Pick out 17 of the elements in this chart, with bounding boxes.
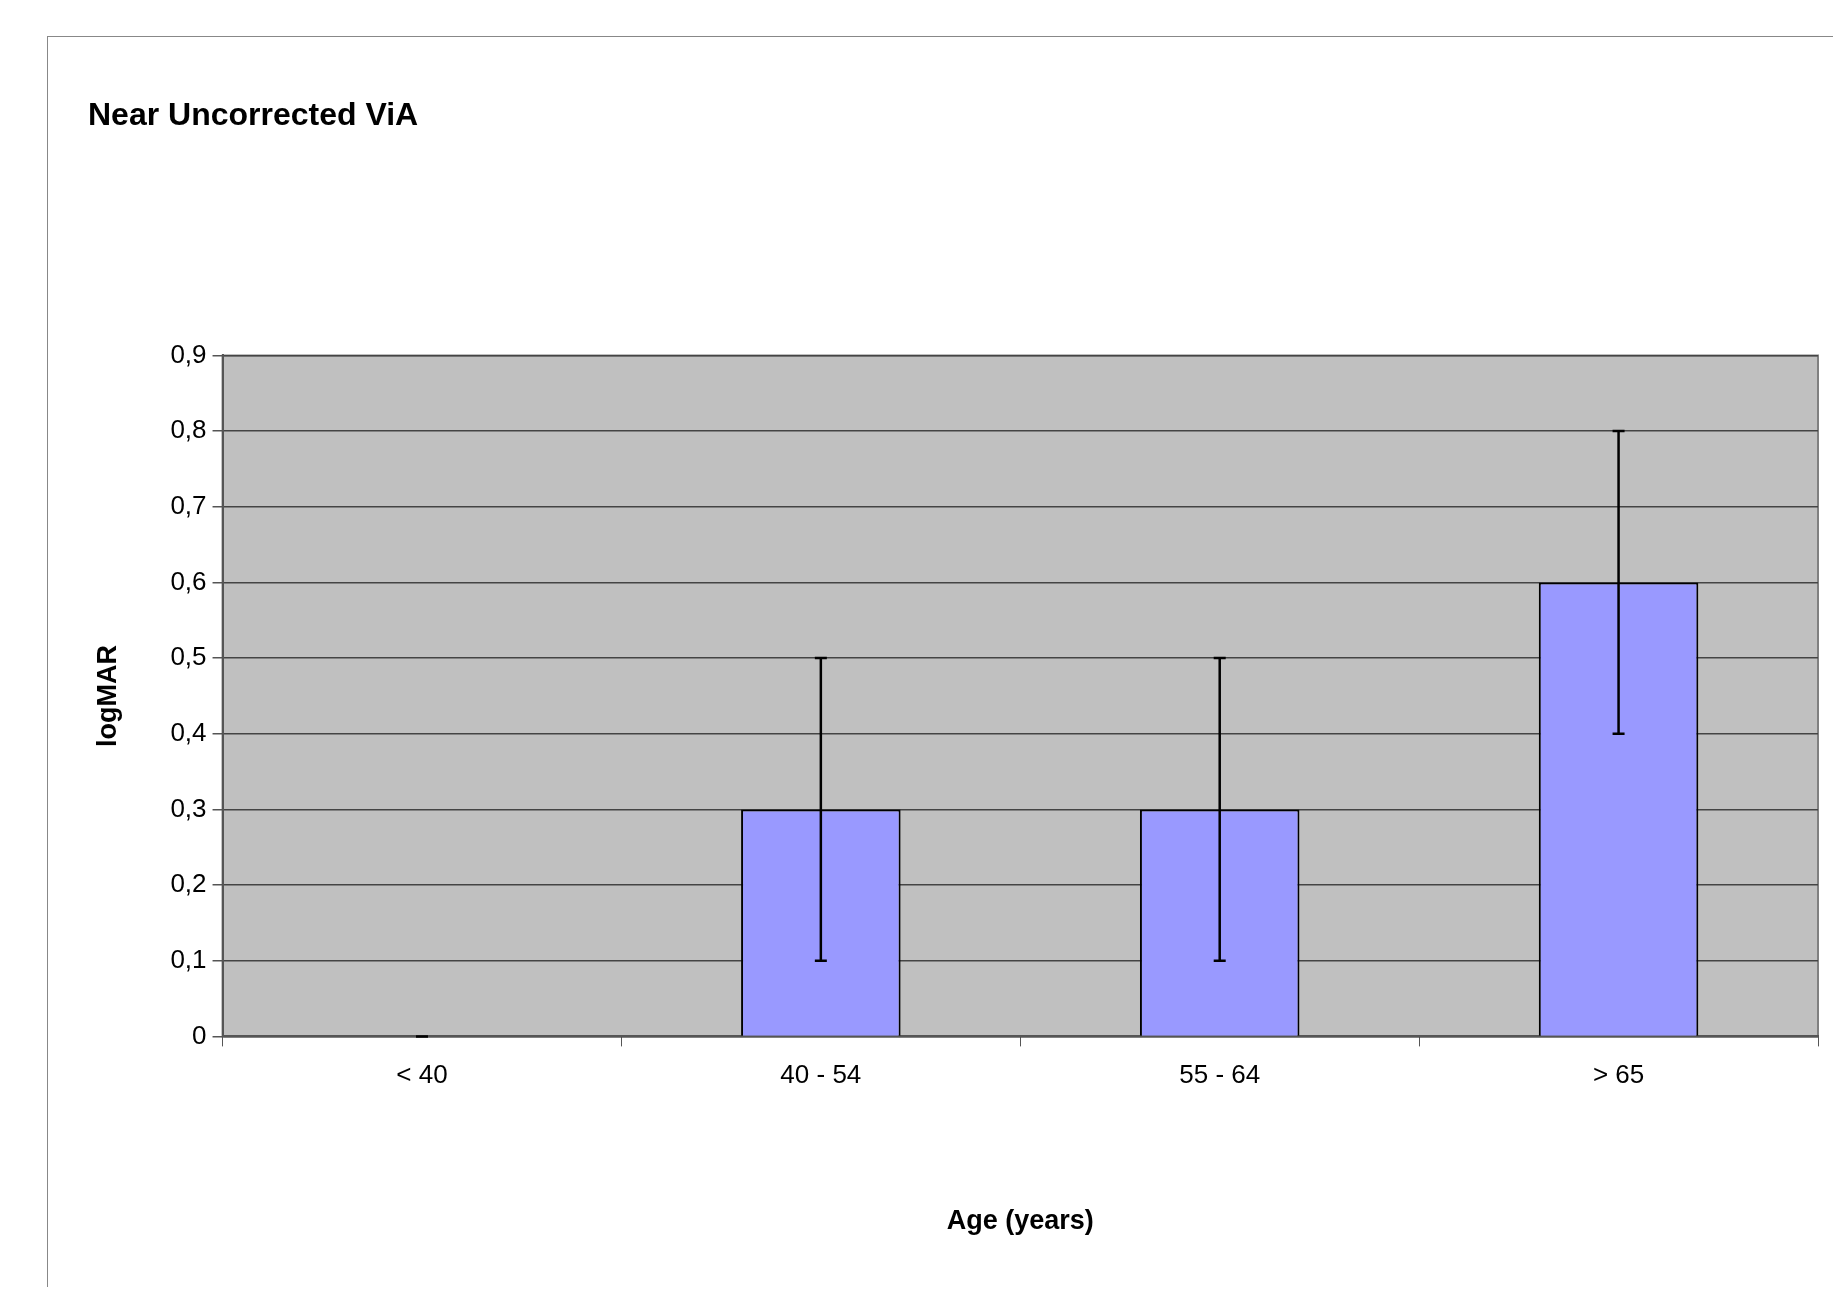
- y-tick-label: 0,5: [170, 641, 207, 672]
- y-tick-label: 0,2: [170, 868, 207, 899]
- x-axis-title: Age (years): [946, 1205, 1094, 1236]
- chart-title: Near Uncorrected ViA: [88, 96, 419, 133]
- x-tick-label: > 65: [1592, 1059, 1645, 1090]
- x-tick-label: 55 - 64: [1179, 1059, 1261, 1090]
- y-tick-label: 0,6: [170, 565, 207, 596]
- y-tick-label: 0,7: [170, 489, 207, 520]
- y-tick-label: 0,3: [170, 792, 207, 823]
- y-tick-label: 0,1: [170, 943, 207, 974]
- x-tick-label: < 40: [396, 1059, 448, 1090]
- y-tick-label: 0,9: [170, 338, 207, 369]
- y-axis-title: logMAR: [91, 644, 122, 747]
- y-tick-label: 0,4: [170, 716, 207, 747]
- y-tick-label: 0,8: [170, 414, 207, 445]
- x-tick-label: 40 - 54: [780, 1059, 862, 1090]
- y-tick-label: 0: [192, 1019, 207, 1050]
